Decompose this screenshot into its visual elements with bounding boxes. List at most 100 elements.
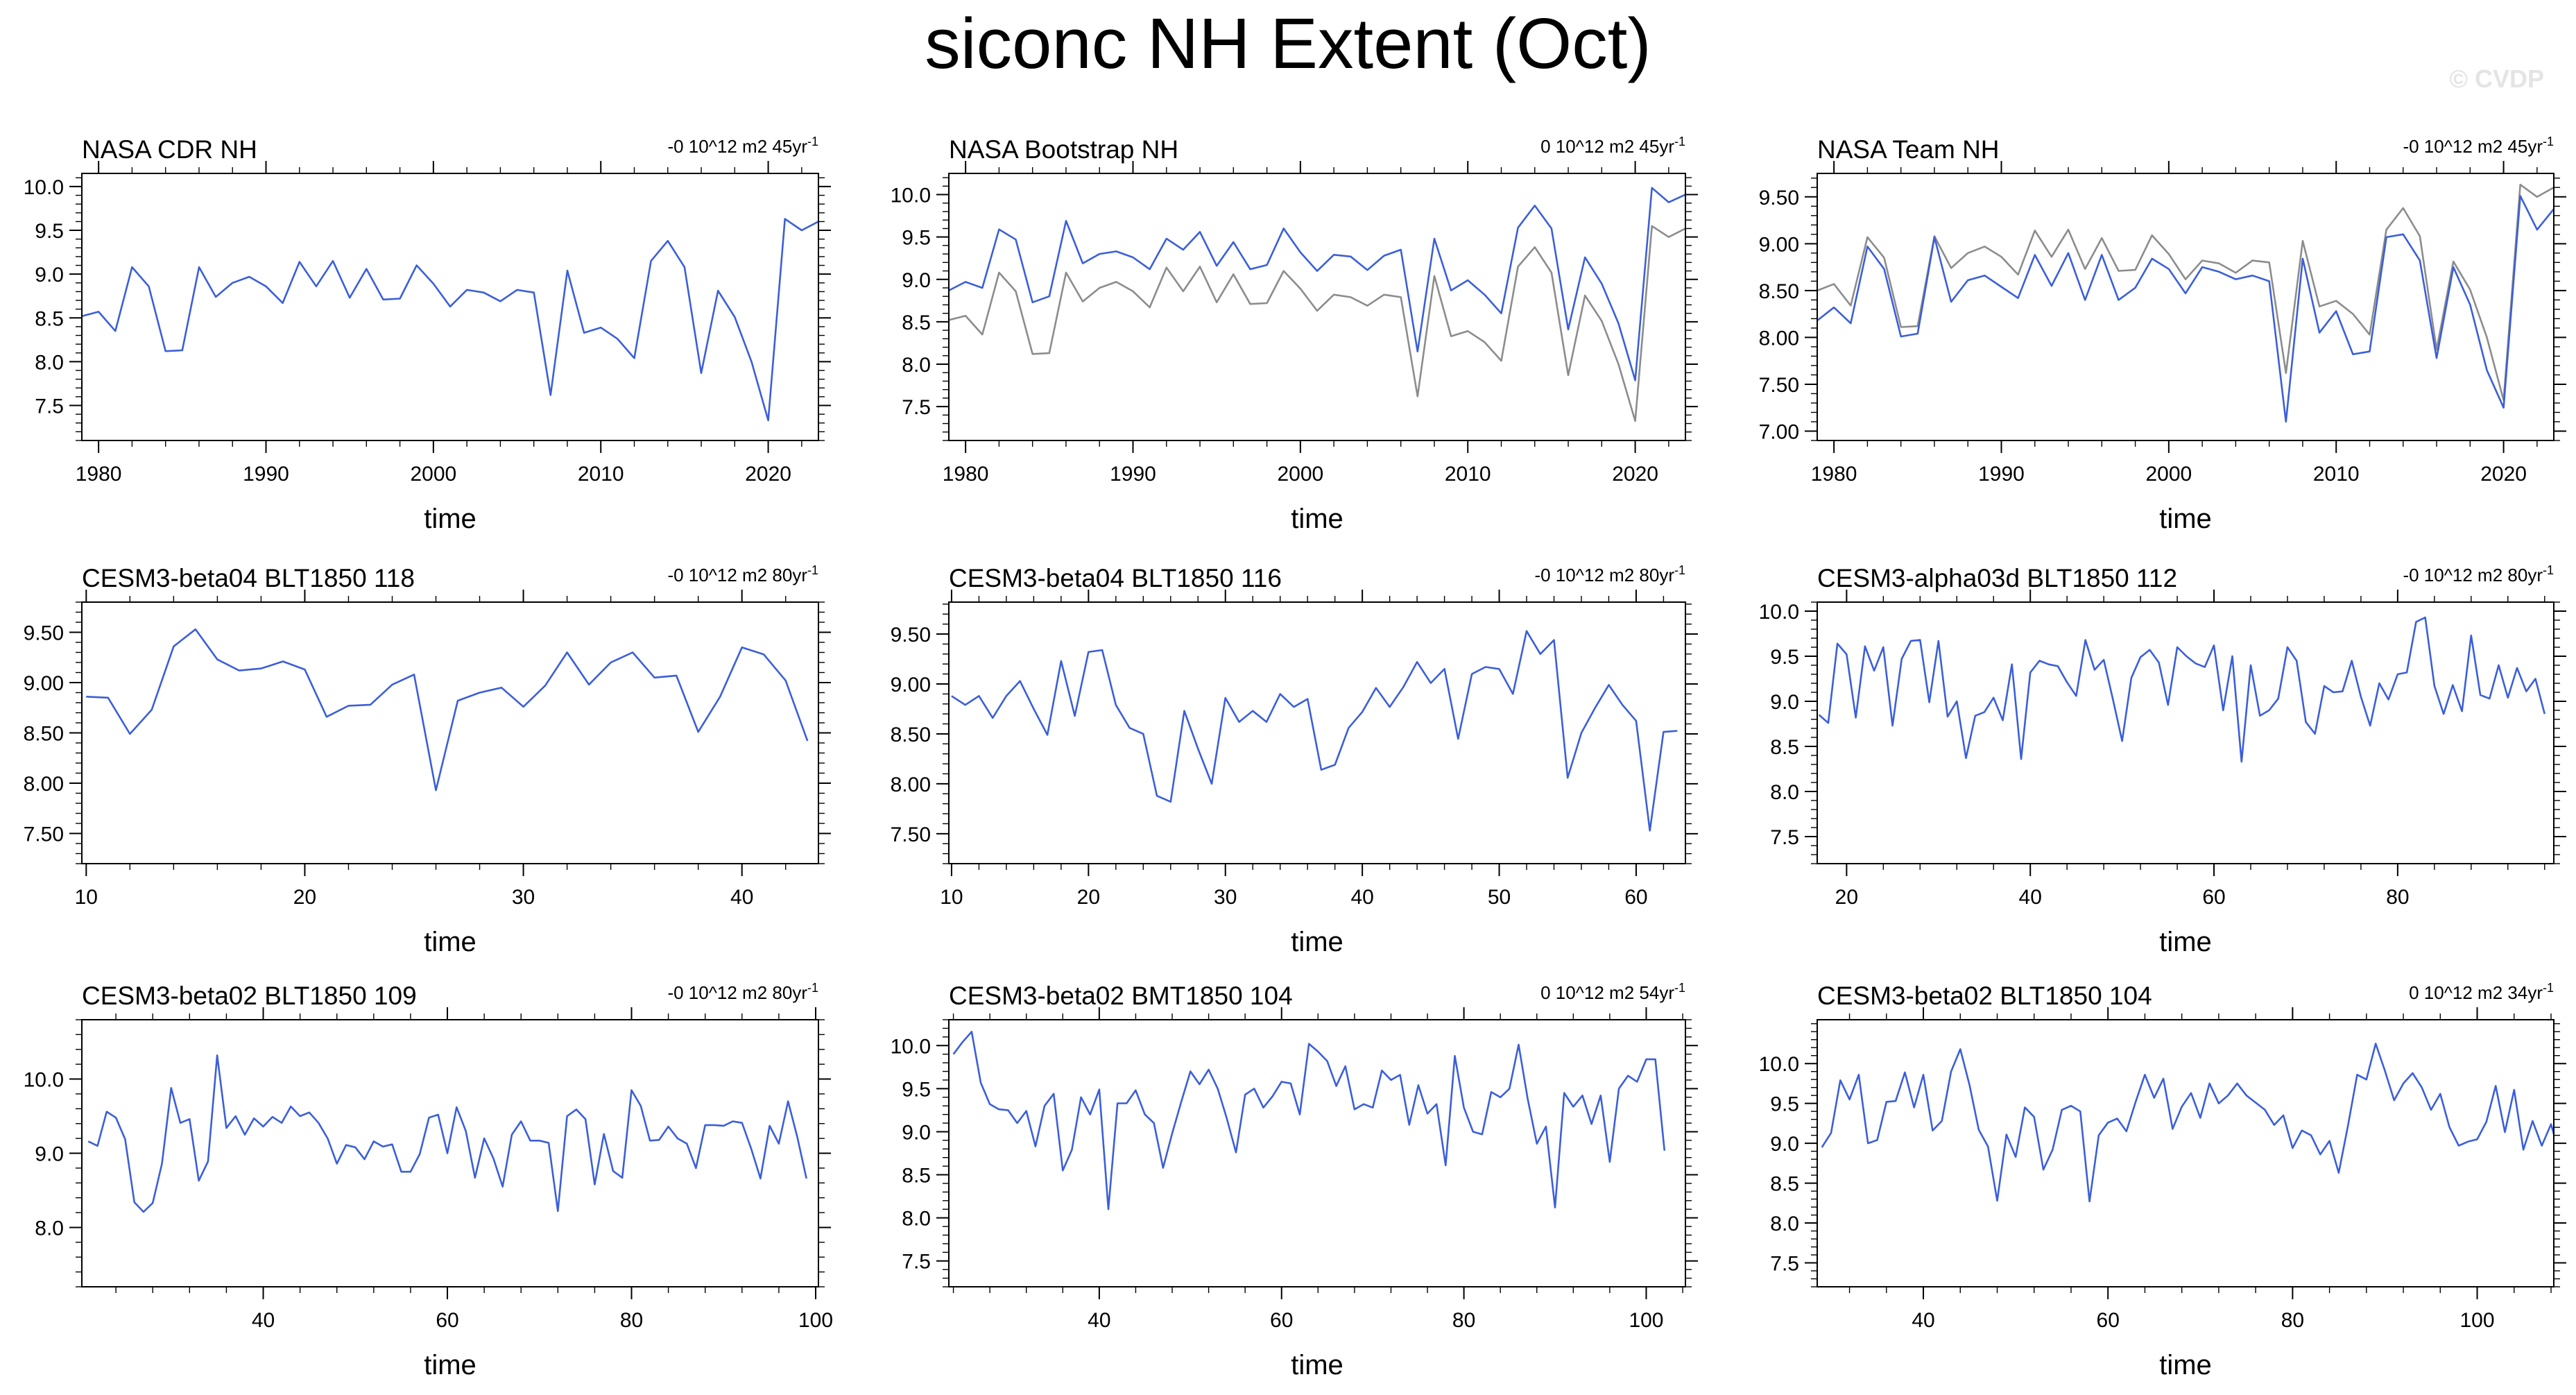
y-tick-label: 8.5: [1770, 736, 1799, 759]
series-line: [1821, 1043, 2554, 1203]
y-tick-label: 8.0: [35, 1217, 64, 1240]
y-tick-label: 9.0: [902, 1121, 931, 1144]
x-tick-label: 60: [1270, 1309, 1293, 1332]
plot-frame: [948, 1019, 1686, 1287]
panel: NASA Team NH -0 10^12 m2 45yr-1 7.00 7.50 8.…: [1759, 135, 2566, 534]
y-tick-label: 9.00: [24, 672, 64, 695]
y-tick-label: 9.5: [902, 227, 931, 250]
y-tick-label: 10.0: [1759, 1053, 1799, 1076]
panel: CESM3-beta02 BLT1850 109 -0 10^12 m2 80yr…: [24, 981, 833, 1380]
x-tick-label: 40: [730, 886, 753, 909]
y-tick-label: 10.0: [24, 176, 64, 199]
y-tick-label: 10.0: [1759, 601, 1799, 624]
panel: CESM3-beta04 BLT1850 116 -0 10^12 m2 80yr…: [891, 563, 1698, 957]
x-tick-label: 80: [620, 1309, 643, 1332]
x-tick-label: 60: [1624, 886, 1647, 909]
y-tick-label: 8.5: [902, 311, 931, 334]
y-tick-label: 9.5: [35, 220, 64, 243]
x-tick-label: 60: [2097, 1309, 2120, 1332]
x-tick-label: 2020: [745, 463, 791, 486]
x-tick-label: 2020: [1612, 463, 1658, 486]
trend-exponent: -1: [807, 981, 818, 995]
trend-exponent: -1: [2543, 135, 2554, 148]
x-tick-label: 2020: [2480, 463, 2527, 486]
trend-label: -0 10^12 m2 45yr-1: [2403, 135, 2554, 157]
x-axis-label: time: [424, 927, 476, 957]
x-tick-label: 30: [1214, 886, 1237, 909]
panel-title: NASA Bootstrap NH: [949, 135, 1178, 164]
y-tick-label: 8.0: [35, 351, 64, 374]
trend-label: 0 10^12 m2 54yr-1: [1540, 981, 1685, 1003]
panel-title: CESM3-beta02 BLT1850 104: [1817, 982, 2152, 1010]
x-tick-label: 2000: [1277, 463, 1323, 486]
panel-title: CESM3-beta02 BMT1850 104: [949, 982, 1293, 1010]
trend-exponent: -1: [807, 563, 818, 577]
x-tick-label: 2010: [2313, 463, 2360, 486]
x-axis-label: time: [2159, 927, 2212, 957]
panel: NASA CDR NH -0 10^12 m2 45yr-1 7.5 8.0 8.5 9.…: [24, 135, 831, 534]
y-tick-label: 7.5: [902, 396, 931, 419]
x-axis-label: time: [424, 1350, 476, 1380]
reference-series-line: [1817, 183, 2554, 402]
plot-frame: [1817, 601, 2554, 864]
series-line: [87, 1054, 807, 1213]
y-tick-label: 8.0: [1770, 1213, 1799, 1235]
panel: CESM3-beta04 BLT1850 118 -0 10^12 m2 80yr…: [24, 563, 831, 957]
plot-frame: [81, 1019, 819, 1287]
trend-exponent: -1: [1674, 981, 1685, 995]
x-tick-label: 80: [2386, 886, 2409, 909]
trend-exponent: -1: [2543, 981, 2554, 995]
x-tick-label: 80: [1452, 1309, 1475, 1332]
y-tick-label: 9.50: [1759, 187, 1799, 209]
panel-title: CESM3-beta04 BLT1850 116: [949, 564, 1282, 592]
y-tick-label: 8.5: [1770, 1173, 1799, 1196]
x-axis-label: time: [424, 504, 476, 534]
x-tick-label: 10: [940, 886, 963, 909]
x-tick-label: 40: [2019, 886, 2042, 909]
x-tick-label: 30: [512, 886, 535, 909]
y-tick-label: 9.5: [1770, 1093, 1799, 1116]
x-tick-label: 2000: [410, 463, 456, 486]
y-tick-label: 8.0: [1770, 781, 1799, 804]
x-tick-label: 1980: [1811, 463, 1857, 486]
x-tick-label: 60: [2202, 886, 2225, 909]
trend-label: -0 10^12 m2 80yr-1: [667, 981, 818, 1003]
x-axis-label: time: [1291, 927, 1343, 957]
x-tick-label: 60: [436, 1309, 458, 1332]
y-tick-label: 10.0: [891, 185, 931, 207]
x-axis-label: time: [2159, 1350, 2212, 1380]
series-line: [1817, 195, 2554, 423]
trend-label: -0 10^12 m2 45yr-1: [667, 135, 818, 157]
y-tick-label: 10.0: [24, 1069, 64, 1092]
x-tick-label: 40: [1912, 1309, 1934, 1332]
y-tick-label: 9.50: [24, 622, 64, 645]
y-tick-label: 7.50: [1759, 374, 1799, 397]
y-tick-label: 8.50: [1759, 280, 1799, 303]
x-tick-label: 100: [2460, 1309, 2495, 1332]
y-tick-label: 8.00: [24, 773, 64, 796]
trend-label: 0 10^12 m2 45yr-1: [1540, 135, 1685, 157]
y-tick-label: 8.5: [902, 1165, 931, 1188]
y-tick-label: 8.00: [1759, 327, 1799, 350]
y-tick-label: 7.5: [35, 395, 64, 418]
x-tick-label: 20: [1835, 886, 1858, 909]
plot-frame: [948, 173, 1686, 441]
trend-label: -0 10^12 m2 80yr-1: [667, 563, 818, 585]
trend-exponent: -1: [807, 135, 818, 148]
x-axis-label: time: [1291, 1350, 1343, 1380]
x-tick-label: 1980: [76, 463, 122, 486]
reference-series-line: [949, 225, 1685, 422]
x-tick-label: 1990: [1110, 463, 1156, 486]
y-tick-label: 9.0: [35, 1143, 64, 1166]
plot-frame: [81, 173, 819, 441]
x-tick-label: 1990: [1978, 463, 2025, 486]
y-tick-label: 9.0: [1770, 1133, 1799, 1156]
panel: CESM3-beta02 BMT1850 104 0 10^12 m2 54yr-…: [891, 981, 1698, 1380]
plot-frame: [1817, 173, 2554, 441]
y-tick-label: 9.50: [891, 624, 931, 647]
y-tick-label: 7.00: [1759, 420, 1799, 443]
y-tick-label: 8.00: [891, 773, 931, 796]
series-line: [86, 628, 809, 791]
